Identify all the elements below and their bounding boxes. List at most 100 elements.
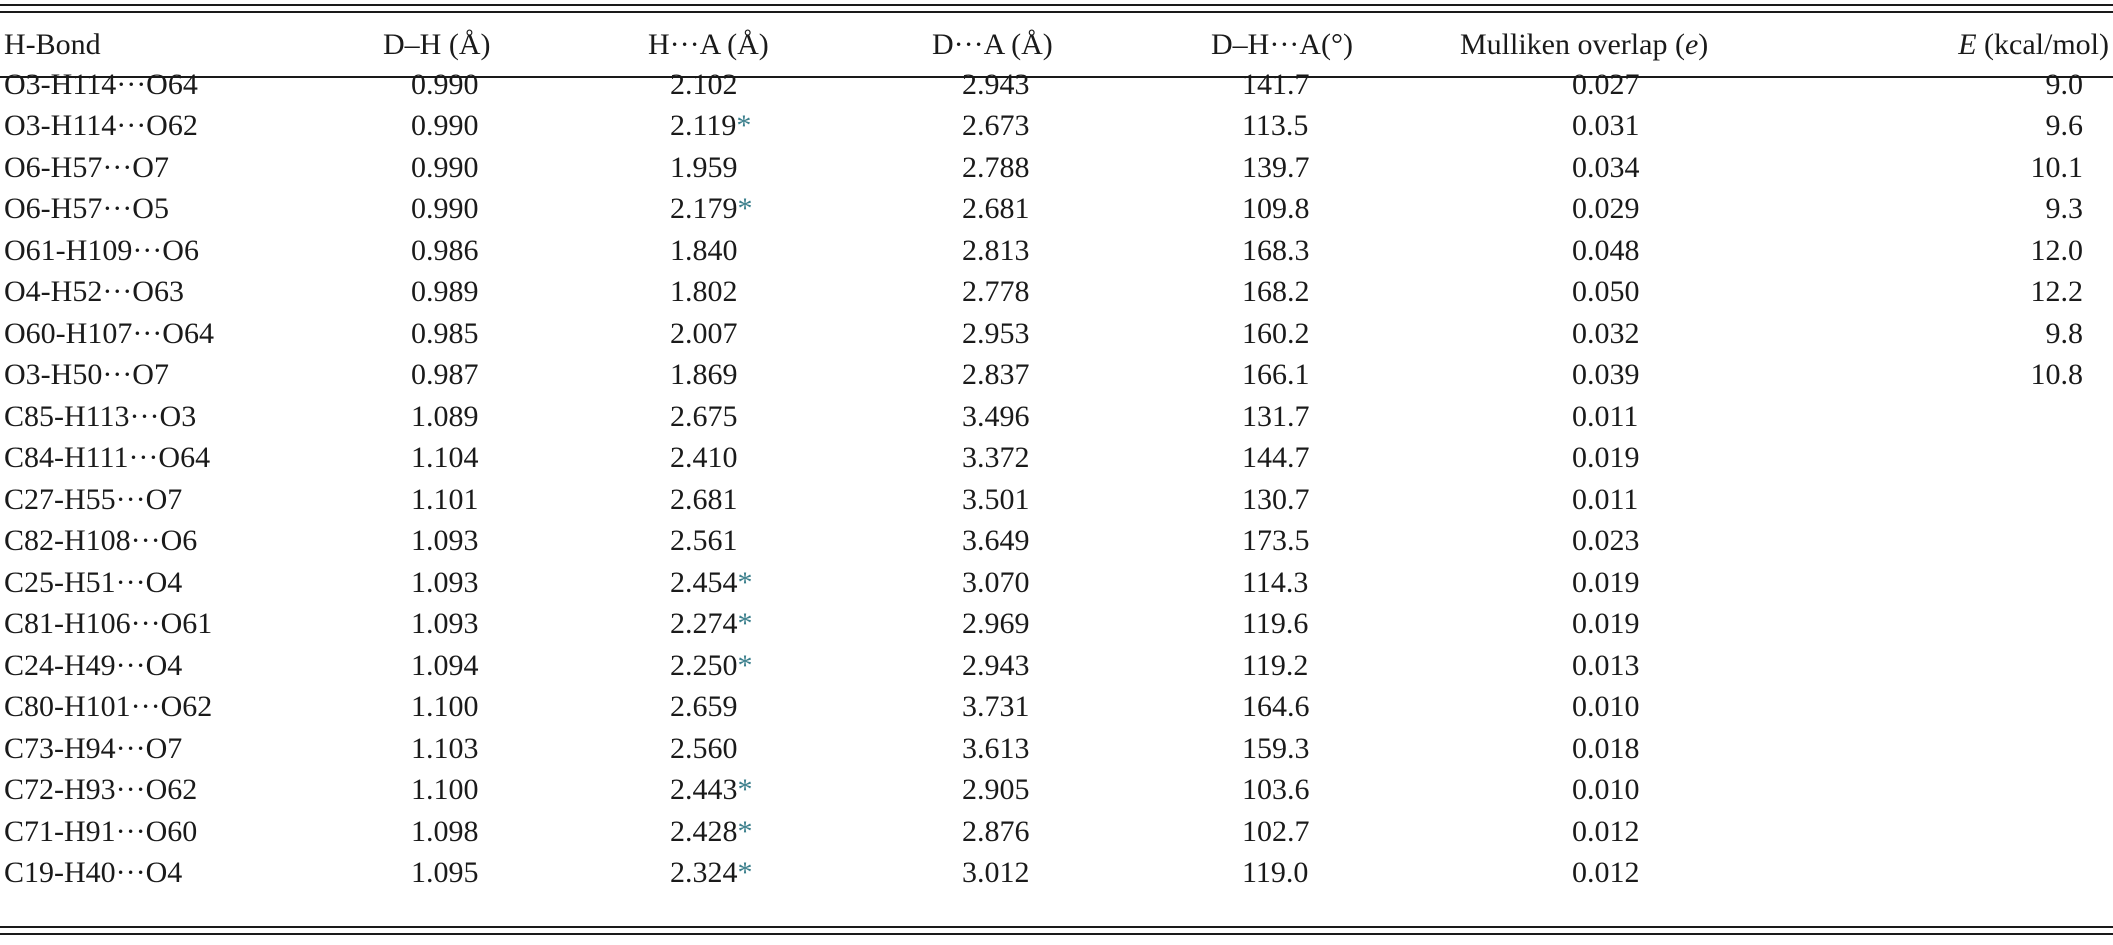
cell-ha: 2.324* xyxy=(670,856,753,890)
cell-dh: 1.103 xyxy=(411,731,479,765)
cell-hbond: C81-H106···O61 xyxy=(4,607,213,641)
cell-da: 3.613 xyxy=(962,731,1030,765)
cell-da: 2.681 xyxy=(962,192,1030,226)
cell-ha: 2.119* xyxy=(670,109,752,143)
cell-ha: 1.959 xyxy=(670,150,738,184)
cell-da: 2.943 xyxy=(962,67,1030,101)
cell-da: 2.813 xyxy=(962,233,1030,267)
cell-da: 2.953 xyxy=(962,316,1030,350)
cell-angle: 103.6 xyxy=(1242,773,1310,807)
cell-angle: 131.7 xyxy=(1242,399,1310,433)
cell-overlap: 0.032 xyxy=(1572,316,1640,350)
cell-ha: 2.410 xyxy=(670,441,738,475)
cell-dh: 0.990 xyxy=(411,192,479,226)
table-row: O60-H107···O64 0.985 2.007 2.953 160.2 0.032 9… xyxy=(0,313,2113,355)
cell-overlap: 0.011 xyxy=(1572,399,1639,433)
cell-ha: 2.274* xyxy=(670,607,753,641)
table-row: C73-H94···O7 1.103 2.560 3.613 159.3 0.018 xyxy=(0,728,2113,770)
cell-hbond: O3-H50···O7 xyxy=(4,358,169,392)
cell-angle: 119.0 xyxy=(1242,856,1309,890)
cell-energy xyxy=(1803,438,2113,480)
cell-ha: 1.840 xyxy=(670,233,738,267)
cell-angle: 141.7 xyxy=(1242,67,1310,101)
cell-hbond: C24-H49···O4 xyxy=(4,648,183,682)
table-row: O4-H52···O63 0.989 1.802 2.778 168.2 0.050 12.… xyxy=(0,272,2113,314)
cell-angle: 109.8 xyxy=(1242,192,1310,226)
cell-energy xyxy=(1803,521,2113,563)
top-rule-2 xyxy=(0,11,2113,13)
cell-energy: 9.3 xyxy=(2045,192,2084,226)
cell-energy xyxy=(1803,562,2113,604)
marker-asterisk: * xyxy=(737,192,753,226)
bottom-rule-2 xyxy=(0,933,2113,935)
header-angle: D–H···A(°) xyxy=(1211,28,1353,61)
table-row: C82-H108···O6 1.093 2.561 3.649 173.5 0.023 xyxy=(0,521,2113,563)
cell-angle: 173.5 xyxy=(1242,524,1310,558)
cell-da: 2.837 xyxy=(962,358,1030,392)
table-row: C84-H111···O64 1.104 2.410 3.372 144.7 0.019 xyxy=(0,438,2113,480)
cell-da: 3.012 xyxy=(962,856,1030,890)
cell-da: 2.905 xyxy=(962,773,1030,807)
cell-overlap: 0.029 xyxy=(1572,192,1640,226)
cell-energy: 12.2 xyxy=(2030,275,2084,309)
cell-overlap: 0.010 xyxy=(1572,690,1640,724)
cell-angle: 144.7 xyxy=(1242,441,1310,475)
cell-hbond: C85-H113···O3 xyxy=(4,399,197,433)
bottom-rule-1 xyxy=(0,926,2113,928)
cell-da: 2.969 xyxy=(962,607,1030,641)
cell-energy xyxy=(1803,645,2113,687)
cell-overlap: 0.018 xyxy=(1572,731,1640,765)
table-row: C80-H101···O62 1.100 2.659 3.731 164.6 0.010 xyxy=(0,687,2113,729)
cell-hbond: C19-H40···O4 xyxy=(4,856,183,890)
cell-overlap: 0.019 xyxy=(1572,441,1640,475)
cell-ha: 2.007 xyxy=(670,316,738,350)
table-row: C71-H91···O60 1.098 2.428* 2.876 102.7 0.012 xyxy=(0,811,2113,853)
cell-da: 3.731 xyxy=(962,690,1030,724)
cell-ha: 2.250* xyxy=(670,648,753,682)
cell-ha: 2.659 xyxy=(670,690,738,724)
table-header: H-Bond D–H (Å) H···A (Å) D···A (Å) D–H··… xyxy=(0,0,2113,64)
cell-dh: 1.089 xyxy=(411,399,479,433)
cell-ha: 1.869 xyxy=(670,358,738,392)
cell-ha: 2.681 xyxy=(670,482,738,516)
cell-energy xyxy=(1803,728,2113,770)
cell-overlap: 0.019 xyxy=(1572,565,1640,599)
cell-angle: 114.3 xyxy=(1242,565,1309,599)
cell-dh: 1.093 xyxy=(411,524,479,558)
cell-overlap: 0.013 xyxy=(1572,648,1640,682)
table-row: C72-H93···O62 1.100 2.443* 2.905 103.6 0.010 xyxy=(0,770,2113,812)
cell-dh: 1.100 xyxy=(411,773,479,807)
cell-energy: 9.6 xyxy=(2045,109,2084,143)
cell-hbond: C27-H55···O7 xyxy=(4,482,183,516)
cell-da: 3.501 xyxy=(962,482,1030,516)
table-row: O3-H50···O7 0.987 1.869 2.837 166.1 0.039 10.8 xyxy=(0,355,2113,397)
cell-energy xyxy=(1803,479,2113,521)
cell-dh: 1.098 xyxy=(411,814,479,848)
cell-dh: 0.986 xyxy=(411,233,479,267)
marker-asterisk: * xyxy=(737,607,753,641)
cell-angle: 160.2 xyxy=(1242,316,1310,350)
cell-ha: 2.179* xyxy=(670,192,753,226)
cell-dh: 0.990 xyxy=(411,67,479,101)
top-rule-1 xyxy=(0,4,2113,6)
cell-overlap: 0.034 xyxy=(1572,150,1640,184)
header-rule xyxy=(0,76,2113,78)
cell-energy xyxy=(1803,687,2113,729)
cell-hbond: C25-H51···O4 xyxy=(4,565,183,599)
marker-asterisk: * xyxy=(737,648,753,682)
cell-dh: 0.990 xyxy=(411,150,479,184)
header-ha: H···A (Å) xyxy=(648,28,769,61)
cell-dh: 0.987 xyxy=(411,358,479,392)
table-row: O3-H114···O62 0.990 2.119* 2.673 113.5 0.031 9… xyxy=(0,106,2113,148)
marker-asterisk: * xyxy=(737,814,753,848)
cell-energy: 10.8 xyxy=(2030,358,2084,392)
cell-hbond: C84-H111···O64 xyxy=(4,441,211,475)
table-row: C27-H55···O7 1.101 2.681 3.501 130.7 0.011 xyxy=(0,479,2113,521)
table-body: O3-H114···O64 0.990 2.102 2.943 141.7 0.027 9.… xyxy=(0,64,2113,894)
cell-overlap: 0.039 xyxy=(1572,358,1640,392)
cell-da: 3.496 xyxy=(962,399,1030,433)
cell-angle: 119.6 xyxy=(1242,607,1309,641)
cell-da: 3.372 xyxy=(962,441,1030,475)
cell-energy: 9.0 xyxy=(2045,67,2084,101)
cell-da: 2.943 xyxy=(962,648,1030,682)
